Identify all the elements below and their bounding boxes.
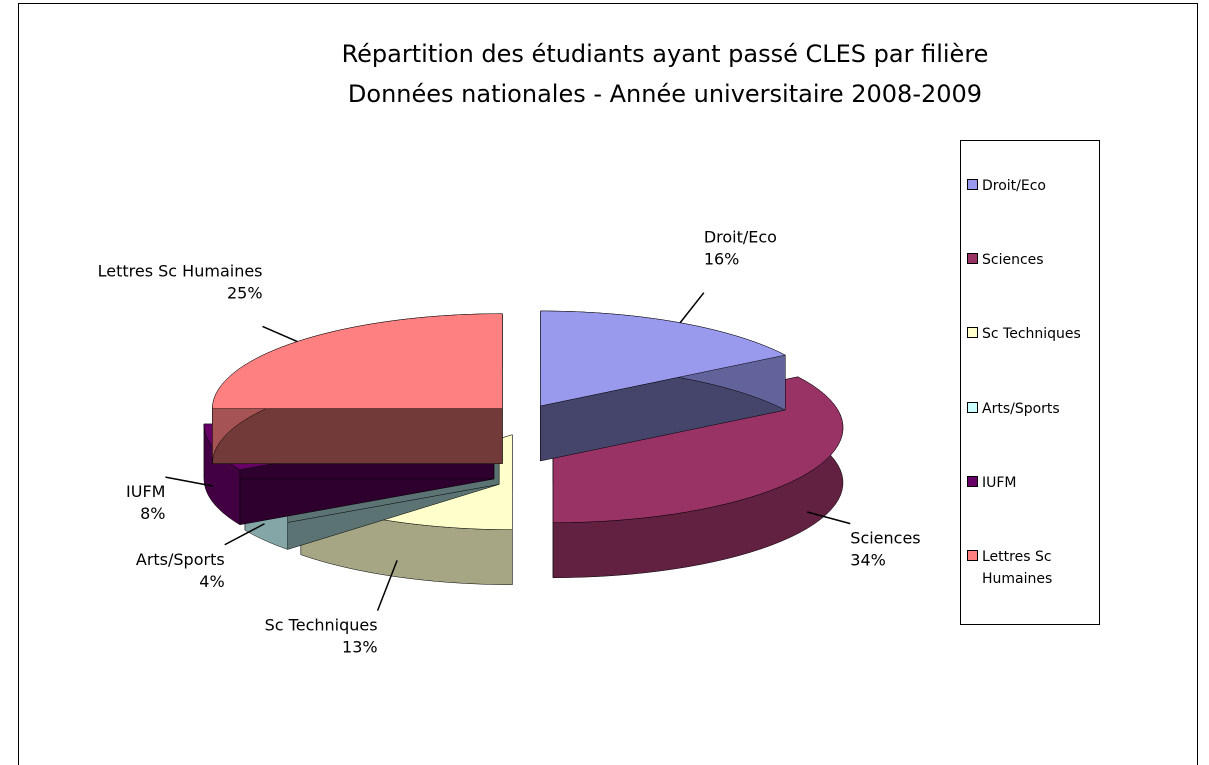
leader-line — [165, 476, 214, 487]
legend-label: IUFM — [982, 474, 1017, 491]
data-label-name: Droit/Eco — [704, 228, 777, 247]
leader-line — [262, 325, 298, 343]
chart-title: Répartition des étudiants ayant passé CL… — [342, 40, 989, 68]
legend-entry: Sc Techniques — [967, 323, 1093, 345]
data-label: 25% — [227, 283, 263, 302]
legend-swatch — [967, 253, 978, 265]
data-label-name: Sciences — [850, 529, 920, 548]
legend-entry: Arts/Sports — [967, 398, 1093, 420]
data-label: 8% — [140, 504, 165, 523]
data-label-name: Lettres Sc Humaines — [98, 261, 263, 280]
legend-entry: Lettres Sc Humaines — [967, 546, 1093, 590]
legend-swatch — [967, 475, 978, 487]
legend-swatch — [967, 549, 978, 561]
leader-line — [679, 292, 705, 324]
leader-line — [224, 523, 265, 546]
data-label-name: Sc Techniques — [265, 616, 378, 635]
data-label-name: IUFM — [126, 482, 165, 501]
leader-line — [376, 560, 398, 611]
data-label: 16% — [704, 250, 740, 269]
leader-line — [806, 511, 851, 525]
frame — [18, 3, 1198, 765]
legend-label: Arts/Sports — [982, 400, 1060, 417]
legend-entry: Droit/Eco — [967, 175, 1093, 197]
legend-label: Sciences — [982, 252, 1044, 269]
legend-label: Lettres Sc Humaines — [982, 548, 1053, 587]
legend-swatch — [967, 179, 978, 191]
slice — [212, 313, 503, 409]
legend: Droit/Eco Sciences Sc Techniques Arts/Sport… — [960, 140, 1100, 625]
legend-swatch — [967, 327, 978, 339]
data-label-name: Arts/Sports — [136, 550, 225, 569]
legend-swatch — [967, 401, 978, 413]
data-label: 13% — [342, 638, 378, 657]
legend-label: Sc Techniques — [982, 326, 1081, 343]
legend-entry: IUFM — [967, 472, 1093, 494]
slice-side — [212, 408, 503, 464]
legend-label: Droit/Eco — [982, 178, 1046, 195]
chart-subtitle: Données nationales - Année universitaire… — [348, 80, 982, 108]
legend-entry: Sciences — [967, 249, 1093, 271]
data-label: 4% — [199, 572, 224, 591]
data-label: 34% — [850, 551, 886, 570]
